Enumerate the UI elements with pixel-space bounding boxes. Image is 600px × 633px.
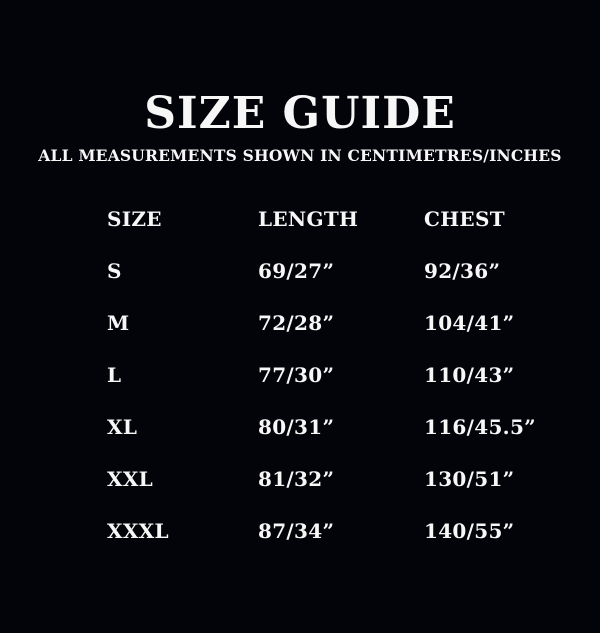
table-row: XL 80/31” 116/45.5” bbox=[107, 401, 560, 453]
page-subtitle: ALL MEASUREMENTS SHOWN IN CENTIMETRES/IN… bbox=[38, 146, 562, 165]
length-value: 77/30” bbox=[258, 363, 335, 387]
length-value: 69/27” bbox=[258, 259, 335, 283]
chest-value: 130/51” bbox=[424, 467, 515, 491]
size-value: S bbox=[107, 259, 122, 283]
chest-value: 92/36” bbox=[424, 259, 501, 283]
chest-value: 140/55” bbox=[424, 519, 515, 543]
length-value: 81/32” bbox=[258, 467, 335, 491]
chest-value: 116/45.5” bbox=[424, 415, 536, 439]
table-row: L 77/30” 110/43” bbox=[107, 349, 560, 401]
table-row: XXXL 87/34” 140/55” bbox=[107, 505, 560, 557]
size-value: L bbox=[107, 363, 122, 387]
size-value: M bbox=[107, 311, 130, 335]
size-guide-header: SIZE GUIDE ALL MEASUREMENTS SHOWN IN CEN… bbox=[0, 0, 600, 166]
table-header-row: SIZE LENGTH CHEST bbox=[107, 193, 560, 245]
size-value: XL bbox=[107, 415, 138, 439]
column-header-chest: CHEST bbox=[424, 207, 505, 231]
chest-value: 104/41” bbox=[424, 311, 515, 335]
size-table: SIZE LENGTH CHEST S 69/27” 92/36” M 72/2… bbox=[107, 193, 560, 557]
length-value: 72/28” bbox=[258, 311, 335, 335]
chest-value: 110/43” bbox=[424, 363, 515, 387]
length-value: 80/31” bbox=[258, 415, 335, 439]
size-value: XXL bbox=[107, 467, 153, 491]
page-title: SIZE GUIDE bbox=[144, 88, 456, 139]
column-header-size: SIZE bbox=[107, 207, 162, 231]
length-value: 87/34” bbox=[258, 519, 335, 543]
table-row: M 72/28” 104/41” bbox=[107, 297, 560, 349]
column-header-length: LENGTH bbox=[258, 207, 359, 231]
table-row: XXL 81/32” 130/51” bbox=[107, 453, 560, 505]
table-row: S 69/27” 92/36” bbox=[107, 245, 560, 297]
size-value: XXXL bbox=[107, 519, 169, 543]
